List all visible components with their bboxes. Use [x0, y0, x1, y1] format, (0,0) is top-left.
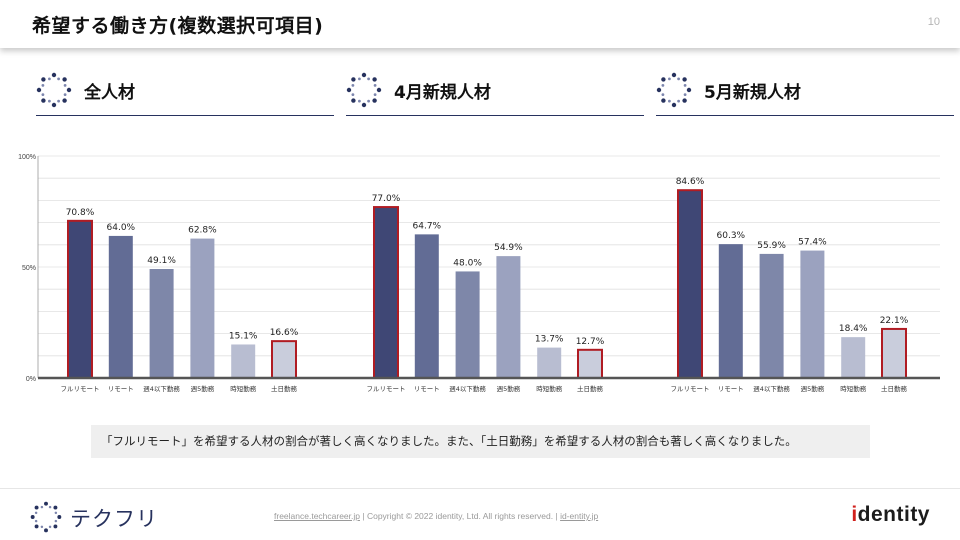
data-label: 16.6% [270, 328, 299, 338]
x-tick-label: フルリモート [671, 385, 710, 393]
bar [67, 219, 93, 379]
techcareer-link[interactable]: freelance.techcareer.jp [274, 511, 360, 521]
data-label: 64.0% [107, 223, 136, 233]
data-label: 54.9% [494, 243, 523, 253]
x-tick-label: 土日勤務 [577, 384, 604, 393]
separator: | [362, 511, 365, 521]
x-tick-label: 土日勤務 [881, 384, 908, 393]
bar [496, 256, 521, 378]
bar [190, 238, 215, 378]
x-tick-label: リモート [108, 385, 134, 393]
bar [537, 347, 562, 378]
bar [800, 250, 825, 378]
slide-header: 希望する働き方(複数選択可項目) 10 [0, 0, 960, 48]
identity-logo-i: i [851, 503, 858, 526]
dot-ring-icon [36, 72, 72, 108]
identity-logo: identity [851, 503, 930, 527]
bar [414, 234, 439, 378]
x-tick-label: 土日勤務 [271, 384, 298, 393]
bar [577, 348, 603, 379]
techfuri-logo-icon [30, 501, 62, 533]
y-tick-label: 0% [26, 376, 36, 383]
data-label: 55.9% [757, 241, 786, 251]
bar [108, 235, 133, 378]
dot-ring-icon [656, 72, 692, 108]
footer: テクフリ freelance.techcareer.jp | Copyright… [0, 488, 960, 540]
bar [271, 340, 297, 379]
data-label: 12.7% [576, 337, 605, 347]
data-label: 62.8% [188, 226, 217, 236]
x-tick-label: 時短勤務 [840, 384, 867, 393]
bar [759, 253, 784, 378]
data-label: 84.6% [676, 177, 705, 187]
section-header-all: 全人材 [36, 70, 334, 116]
data-label: 77.0% [372, 194, 401, 204]
data-label: 60.3% [717, 231, 746, 241]
x-tick-label: リモート [414, 385, 440, 393]
bar [373, 206, 399, 379]
data-label: 18.4% [839, 324, 868, 334]
section-header-may: 5月新規人材 [656, 70, 954, 116]
data-label: 48.0% [453, 258, 482, 268]
data-label: 13.7% [535, 335, 564, 345]
data-label: 49.1% [147, 256, 176, 266]
footer-links: freelance.techcareer.jp | Copyright © 20… [274, 511, 598, 521]
bar [455, 271, 480, 378]
x-tick-label: 週4以下勤務 [449, 384, 486, 393]
bar [231, 344, 256, 378]
data-label: 70.8% [66, 208, 95, 218]
section-title: 全人材 [84, 83, 135, 103]
section-title: 5月新規人材 [704, 83, 801, 103]
separator: | [555, 511, 558, 521]
copyright-text: Copyright © 2022 identity, Ltd. All righ… [366, 511, 554, 521]
bar [149, 268, 174, 378]
bar [677, 189, 703, 379]
data-label: 22.1% [880, 316, 909, 326]
x-tick-label: フルリモート [367, 385, 406, 393]
page-number: 10 [927, 16, 940, 28]
y-tick-label: 50% [22, 265, 36, 272]
x-tick-label: 時短勤務 [536, 384, 563, 393]
bar [841, 337, 866, 378]
bar [718, 244, 743, 378]
data-label: 64.7% [413, 221, 442, 231]
x-tick-label: 週5勤務 [801, 384, 825, 393]
section-header-april: 4月新規人材 [346, 70, 644, 116]
section-title: 4月新規人材 [394, 83, 491, 103]
bar [881, 327, 907, 380]
page-title: 希望する働き方(複数選択可項目) [32, 15, 324, 37]
x-tick-label: フルリモート [61, 385, 100, 393]
bar-chart: 100% 50% 0% 70.8% フルリモート 64.0% リモート 49.1% 週4以下勤務… [18, 154, 940, 393]
techfuri-logo-text: テクフリ [70, 507, 158, 531]
x-tick-label: 週4以下勤務 [753, 384, 790, 393]
x-tick-label: 週5勤務 [497, 384, 521, 393]
identity-link[interactable]: id-entity.jp [560, 511, 599, 521]
x-tick-label: 週5勤務 [191, 384, 215, 393]
y-tick-label: 100% [18, 154, 36, 161]
data-label: 15.1% [229, 331, 258, 341]
summary-note: 「フルリモート」を希望する人材の割合が著しく高くなりました。また、「土日勤務」を… [91, 425, 870, 458]
dot-ring-icon [346, 72, 382, 108]
x-tick-label: 週4以下勤務 [143, 384, 180, 393]
data-label: 57.4% [798, 238, 827, 248]
x-tick-label: 時短勤務 [230, 384, 257, 393]
identity-logo-rest: dentity [857, 503, 930, 526]
x-tick-label: リモート [718, 385, 744, 393]
